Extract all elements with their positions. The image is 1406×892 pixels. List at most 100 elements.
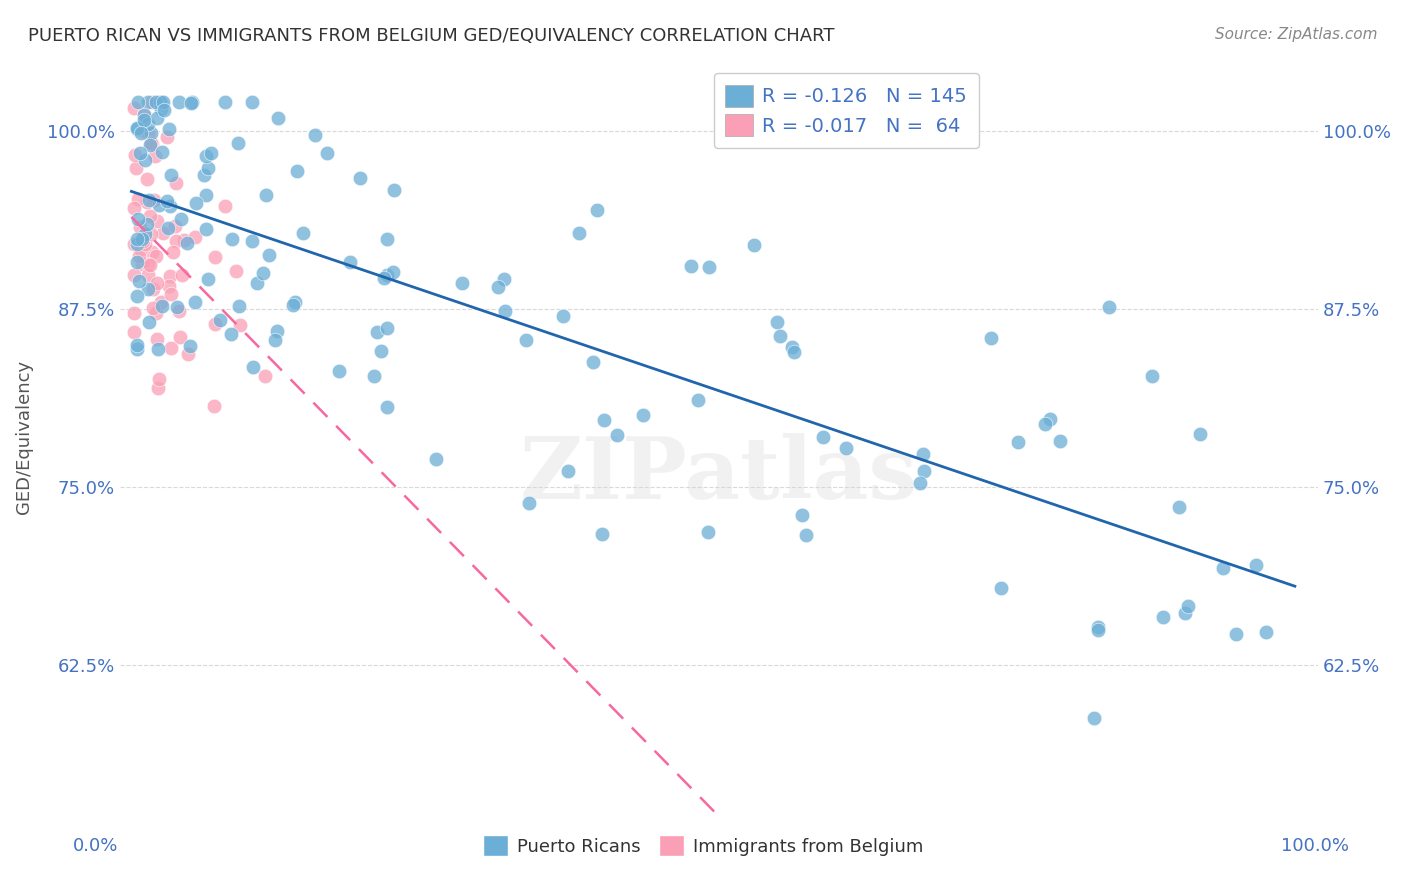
Puerto Ricans [494,271,516,285]
Puerto Ricans [148,342,170,356]
Puerto Ricans [582,355,605,369]
Puerto Ricans [195,188,218,202]
Puerto Ricans [783,345,806,359]
Puerto Ricans [127,342,149,356]
Puerto Ricans [769,328,792,343]
Immigrants from Belgium [139,258,162,272]
Puerto Ricans [127,255,149,269]
Puerto Ricans [254,187,277,202]
Puerto Ricans [136,282,159,296]
Immigrants from Belgium [167,303,190,318]
Immigrants from Belgium [122,268,145,283]
Puerto Ricans [136,117,159,131]
Puerto Ricans [131,126,153,140]
Puerto Ricans [139,126,162,140]
Puerto Ricans [568,227,591,241]
Puerto Ricans [135,218,157,232]
Puerto Ricans [176,235,198,250]
Text: Source: ZipAtlas.com: Source: ZipAtlas.com [1215,27,1378,42]
Immigrants from Belgium [136,195,159,210]
Puerto Ricans [285,163,308,178]
Puerto Ricans [127,211,149,226]
Puerto Ricans [1097,300,1119,314]
Text: ZIPatlas: ZIPatlas [520,433,918,516]
Puerto Ricans [363,369,385,384]
Puerto Ricans [214,95,236,110]
Immigrants from Belgium [159,269,181,284]
Immigrants from Belgium [135,172,157,186]
Puerto Ricans [557,464,579,478]
Puerto Ricans [1174,606,1197,620]
Immigrants from Belgium [136,268,159,283]
Puerto Ricans [1039,412,1062,426]
Puerto Ricans [138,315,160,329]
Puerto Ricans [148,95,170,110]
Puerto Ricans [1033,417,1056,431]
Puerto Ricans [375,401,398,415]
Immigrants from Belgium [136,257,159,271]
Immigrants from Belgium [122,306,145,320]
Immigrants from Belgium [127,192,149,206]
Immigrants from Belgium [128,219,150,234]
Puerto Ricans [912,464,935,478]
Immigrants from Belgium [214,199,236,213]
Immigrants from Belgium [141,245,163,260]
Puerto Ricans [1087,620,1109,634]
Puerto Ricans [486,280,509,294]
Immigrants from Belgium [143,149,166,163]
Puerto Ricans [179,338,201,352]
Immigrants from Belgium [134,107,156,121]
Immigrants from Belgium [141,95,163,110]
Puerto Ricans [284,295,307,310]
Puerto Ricans [1142,369,1164,384]
Puerto Ricans [328,364,350,378]
Puerto Ricans [1049,434,1071,448]
Puerto Ricans [193,168,215,182]
Puerto Ricans [134,153,156,168]
Puerto Ricans [127,289,149,303]
Puerto Ricans [240,95,263,110]
Puerto Ricans [138,137,160,152]
Puerto Ricans [156,221,179,235]
Puerto Ricans [633,409,655,423]
Immigrants from Belgium [145,249,167,263]
Text: PUERTO RICAN VS IMMIGRANTS FROM BELGIUM GED/EQUIVALENCY CORRELATION CHART: PUERTO RICAN VS IMMIGRANTS FROM BELGIUM … [28,27,835,45]
Puerto Ricans [145,95,167,110]
Immigrants from Belgium [139,136,162,150]
Immigrants from Belgium [124,148,146,162]
Immigrants from Belgium [148,380,170,394]
Puerto Ricans [1087,623,1109,637]
Puerto Ricans [246,277,269,291]
Puerto Ricans [585,203,607,218]
Puerto Ricans [813,430,835,444]
Puerto Ricans [180,95,202,110]
Immigrants from Belgium [148,372,170,386]
Puerto Ricans [1225,627,1247,641]
Puerto Ricans [240,234,263,248]
Puerto Ricans [127,236,149,251]
Puerto Ricans [153,103,176,118]
Immigrants from Belgium [128,249,150,263]
Immigrants from Belgium [134,237,156,252]
Immigrants from Belgium [177,347,200,361]
Text: 0.0%: 0.0% [73,837,118,855]
Immigrants from Belgium [169,330,191,344]
Immigrants from Belgium [146,214,169,228]
Puerto Ricans [221,326,243,341]
Puerto Ricans [127,232,149,246]
Puerto Ricans [349,171,371,186]
Puerto Ricans [197,272,219,286]
Puerto Ricans [688,392,710,407]
Puerto Ricans [451,276,474,290]
Puerto Ricans [138,193,160,207]
Immigrants from Belgium [152,226,174,240]
Immigrants from Belgium [142,282,165,296]
Puerto Ricans [127,121,149,136]
Puerto Ricans [257,247,280,261]
Immigrants from Belgium [172,268,194,282]
Immigrants from Belgium [122,101,145,115]
Puerto Ricans [980,331,1002,345]
Puerto Ricans [134,227,156,241]
Puerto Ricans [127,338,149,352]
Puerto Ricans [382,265,405,279]
